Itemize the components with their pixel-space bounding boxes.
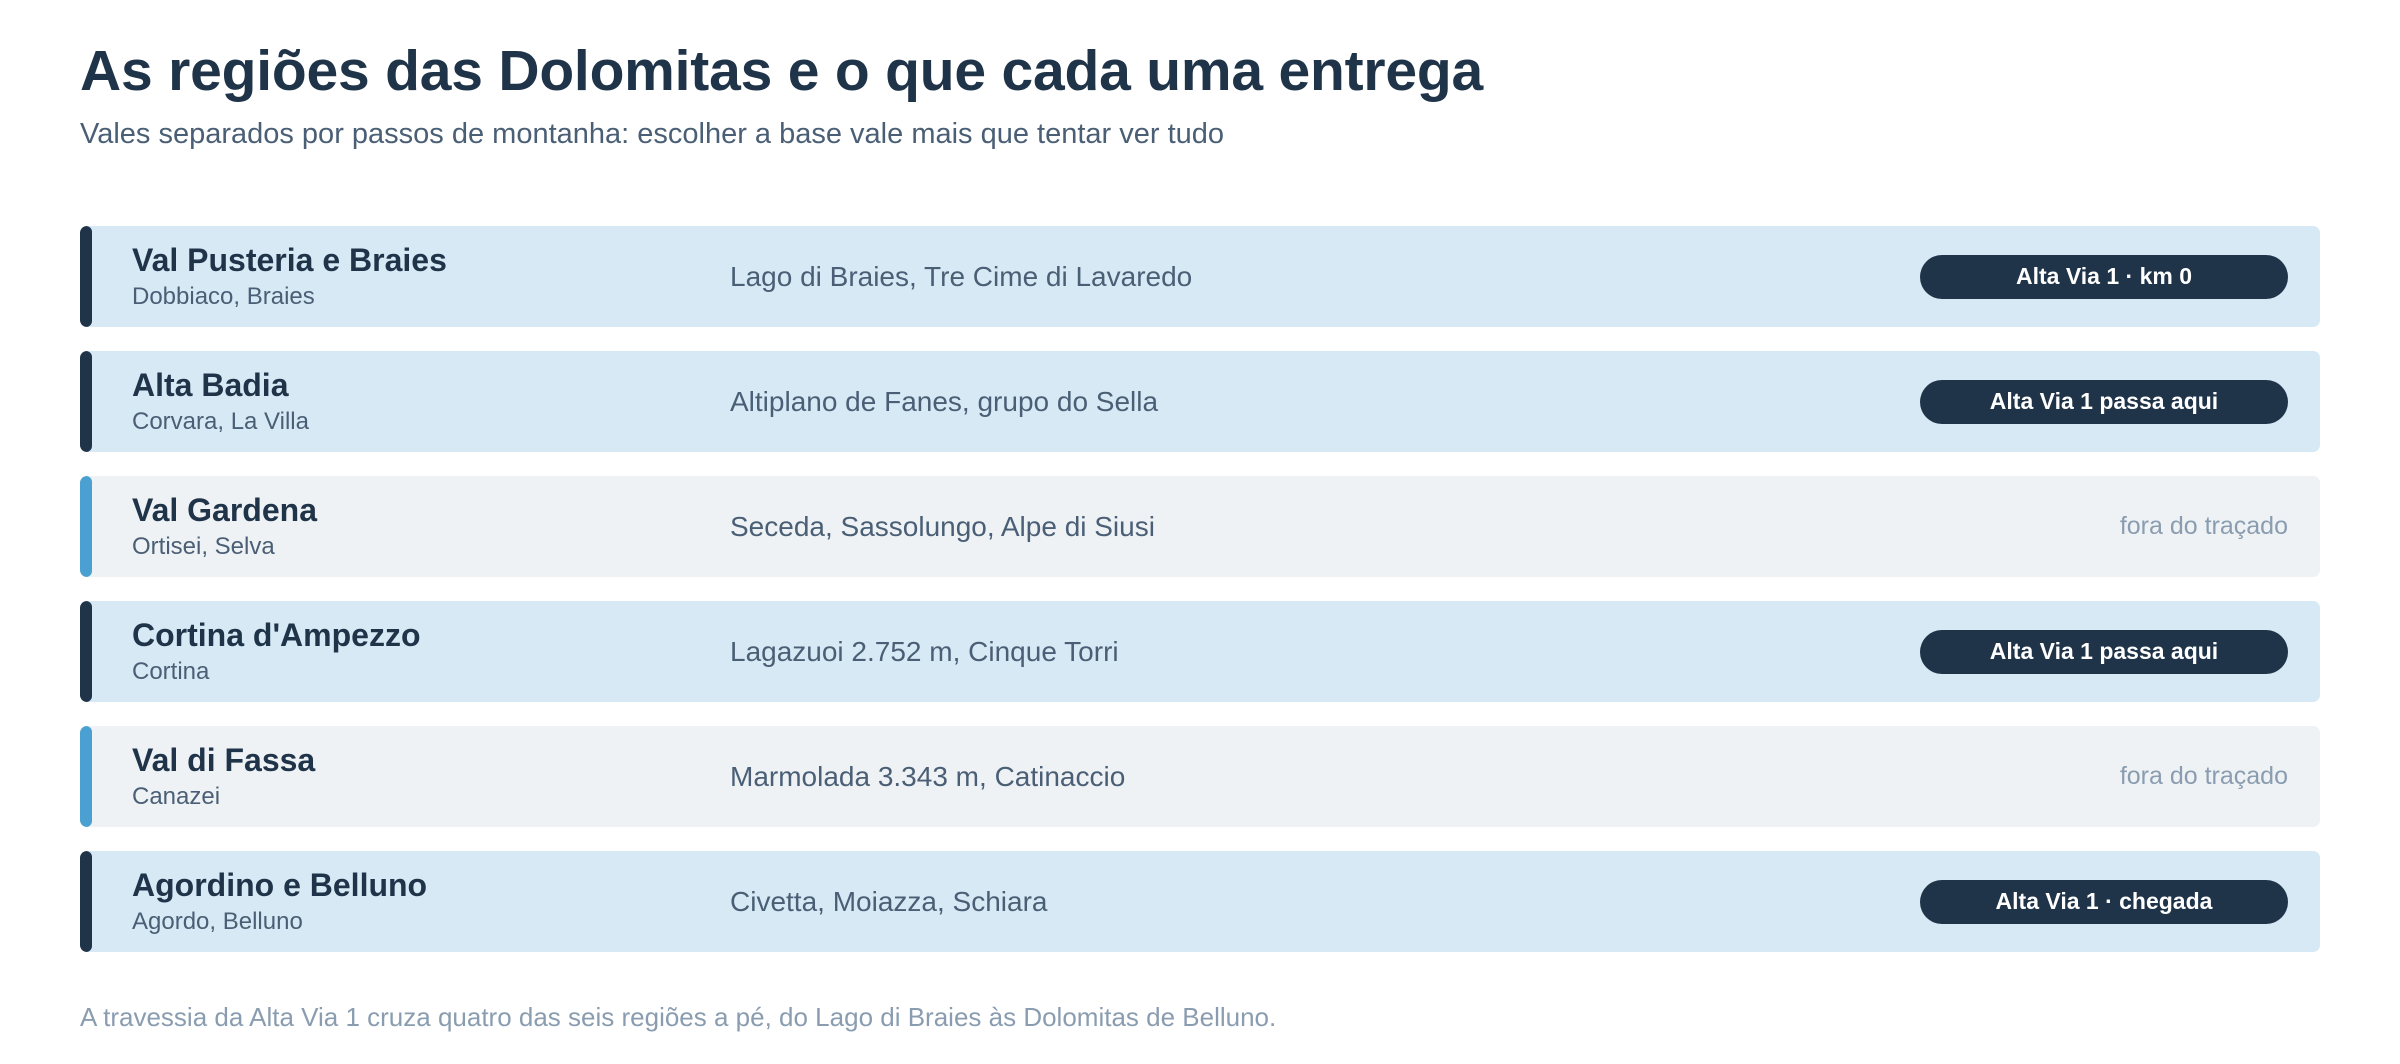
off-route-label: fora do traçado	[2119, 512, 2288, 540]
region-highlights: Lagazuoi 2.752 m, Cinque Torri	[730, 635, 1119, 667]
region-towns: Canazei	[132, 783, 221, 810]
region-tag-column: Alta Via 1 · km 0	[1920, 254, 2320, 299]
region-highlights: Altiplano de Fanes, grupo do Sella	[730, 385, 1159, 417]
page-title: As regiões das Dolomitas e o que cada um…	[80, 39, 1483, 103]
region-name: Cortina d'Ampezzo	[132, 617, 421, 653]
region-name-column: Cortina d'Ampezzo Cortina	[80, 616, 730, 687]
route-badge: Alta Via 1 passa aqui	[1920, 629, 2288, 674]
region-towns: Cortina	[132, 658, 210, 685]
region-highlights: Lago di Braies, Tre Cime di Lavaredo	[730, 260, 1193, 292]
route-badge: Alta Via 1 · chegada	[1920, 879, 2288, 924]
region-highlights: Marmolada 3.343 m, Catinaccio	[730, 760, 1126, 792]
region-name-column: Val di Fassa Canazei	[80, 741, 730, 812]
region-row: Agordino e Belluno Agordo, Belluno Civet…	[80, 851, 2320, 952]
region-accent-bar	[80, 226, 92, 327]
region-row: Cortina d'Ampezzo Cortina Lagazuoi 2.752…	[80, 601, 2320, 702]
region-tag-column: fora do traçado	[1920, 762, 2320, 791]
region-name: Val Pusteria e Braies	[132, 242, 447, 278]
region-name: Agordino e Belluno	[132, 867, 428, 903]
region-tag-column: Alta Via 1 passa aqui	[1920, 629, 2320, 674]
region-tag-column: Alta Via 1 passa aqui	[1920, 379, 2320, 424]
region-accent-bar	[80, 476, 92, 577]
off-route-label: fora do traçado	[2119, 762, 2288, 790]
region-name: Val Gardena	[132, 492, 317, 528]
region-name: Alta Badia	[132, 367, 289, 403]
region-name-column: Val Pusteria e Braies Dobbiaco, Braies	[80, 241, 730, 312]
region-tag-column: fora do traçado	[1920, 512, 2320, 541]
region-accent-bar	[80, 726, 92, 827]
region-name-column: Agordino e Belluno Agordo, Belluno	[80, 866, 730, 937]
region-towns: Corvara, La Villa	[132, 408, 309, 435]
page-subtitle: Vales separados por passos de montanha: …	[80, 118, 1225, 150]
region-row: Alta Badia Corvara, La Villa Altiplano d…	[80, 351, 2320, 452]
region-towns: Dobbiaco, Braies	[132, 283, 315, 310]
region-towns: Agordo, Belluno	[132, 908, 303, 935]
region-list: Val Pusteria e Braies Dobbiaco, Braies L…	[80, 226, 2320, 952]
region-accent-bar	[80, 601, 92, 702]
region-row: Val Gardena Ortisei, Selva Seceda, Sasso…	[80, 476, 2320, 577]
footnote: A travessia da Alta Via 1 cruza quatro d…	[80, 1002, 1277, 1032]
route-badge: Alta Via 1 · km 0	[1920, 254, 2288, 299]
region-name-column: Val Gardena Ortisei, Selva	[80, 491, 730, 562]
region-accent-bar	[80, 851, 92, 952]
region-highlights: Civetta, Moiazza, Schiara	[730, 885, 1048, 917]
route-badge: Alta Via 1 passa aqui	[1920, 379, 2288, 424]
region-towns: Ortisei, Selva	[132, 533, 275, 560]
region-accent-bar	[80, 351, 92, 452]
region-name-column: Alta Badia Corvara, La Villa	[80, 366, 730, 437]
region-row: Val di Fassa Canazei Marmolada 3.343 m, …	[80, 726, 2320, 827]
region-row: Val Pusteria e Braies Dobbiaco, Braies L…	[80, 226, 2320, 327]
region-tag-column: Alta Via 1 · chegada	[1920, 879, 2320, 924]
region-highlights: Seceda, Sassolungo, Alpe di Siusi	[730, 510, 1155, 542]
region-name: Val di Fassa	[132, 742, 316, 778]
